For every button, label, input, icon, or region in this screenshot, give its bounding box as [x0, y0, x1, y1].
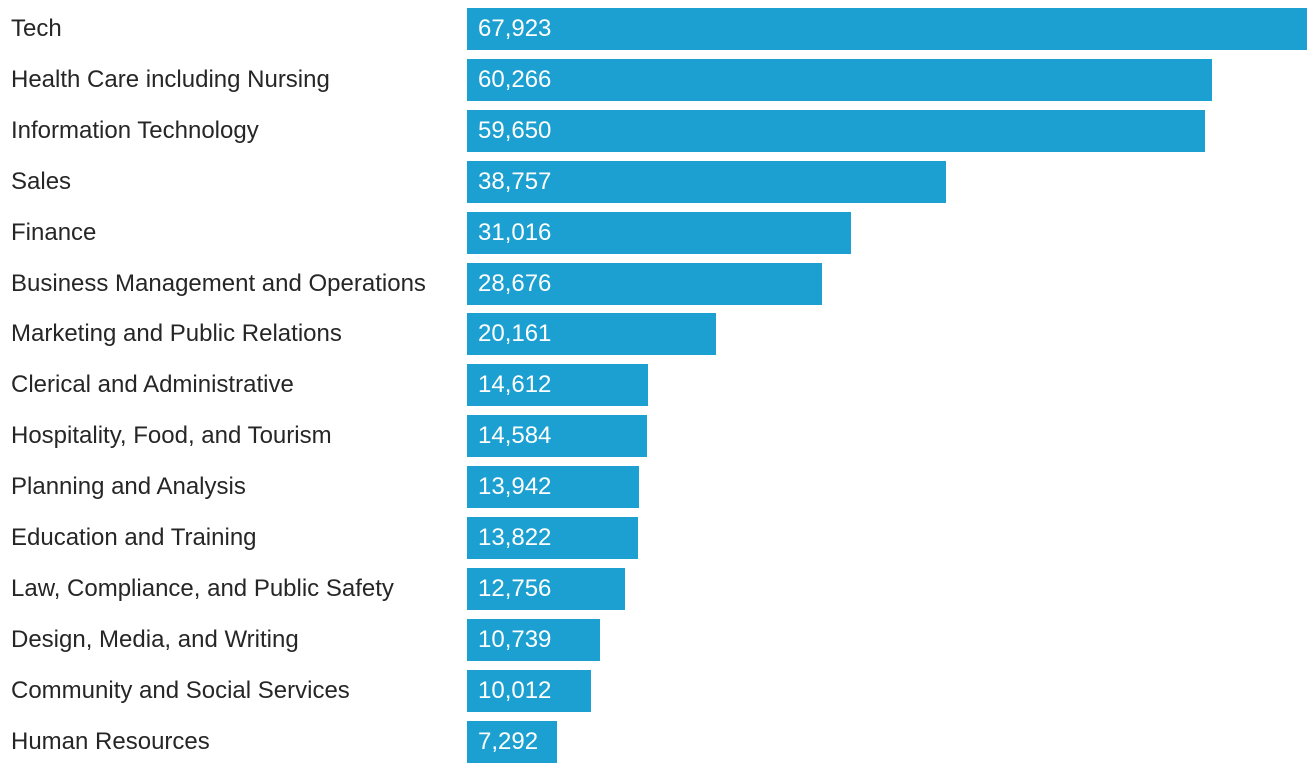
bar-row: Sales 38,757 — [0, 160, 1307, 203]
bar — [467, 618, 600, 661]
bar-value-label: 67,923 — [478, 15, 552, 42]
bar — [467, 567, 625, 610]
bar-value-label: 13,822 — [478, 524, 552, 551]
bar-value-label: 14,612 — [478, 371, 552, 399]
category-label: Business Management and Operations — [11, 269, 426, 297]
bar-row: Law, Compliance, and Public Safety 12,756 — [0, 567, 1307, 610]
bar — [467, 364, 648, 407]
bar-row: Marketing and Public Relations 20,161 — [0, 313, 1307, 356]
bar-value-label: 10,739 — [478, 625, 552, 653]
bar — [467, 160, 947, 203]
bar-row: Design, Media, and Writing 10,739 — [0, 618, 1307, 661]
bar-row: Health Care including Nursing 60,266 — [0, 58, 1307, 101]
bar-value-label: 14,584 — [478, 422, 552, 450]
bar — [467, 669, 591, 712]
category-label: Finance — [11, 218, 97, 246]
category-label: Information Technology — [11, 116, 259, 144]
bar-value-label: 60,266 — [478, 65, 552, 93]
category-label: Community and Social Services — [11, 676, 350, 704]
bar-value-label: 13,942 — [478, 473, 552, 501]
bar — [467, 720, 558, 763]
bar-row: Education and Training 13,822 — [0, 517, 1307, 559]
bar-row: Business Management and Operations 28,676 — [0, 262, 1307, 305]
bar-value-label: 28,676 — [478, 269, 552, 297]
category-label: Clerical and Administrative — [11, 371, 294, 399]
bar — [467, 262, 822, 305]
bar — [467, 313, 717, 356]
bar-row: Community and Social Services 10,012 — [0, 669, 1307, 712]
category-label: Hospitality, Food, and Tourism — [11, 422, 332, 450]
bar-row: Finance 31,016 — [0, 211, 1307, 254]
bar-value-label: 31,016 — [478, 218, 552, 246]
bar-row: Planning and Analysis 13,942 — [0, 466, 1307, 509]
bar-row: Human Resources 7,292 — [0, 720, 1307, 763]
bar-value-label: 7,292 — [478, 727, 539, 755]
category-label: Planning and Analysis — [11, 473, 246, 501]
category-label: Tech — [11, 15, 62, 42]
bar-row: Information Technology 59,650 — [0, 109, 1307, 152]
bar — [467, 466, 640, 509]
category-label: Education and Training — [11, 524, 257, 551]
bar-row: Tech 67,923 — [0, 8, 1307, 50]
bar — [467, 415, 648, 458]
bar-row: Clerical and Administrative 14,612 — [0, 364, 1307, 407]
category-label: Law, Compliance, and Public Safety — [11, 574, 394, 602]
category-label: Health Care including Nursing — [11, 65, 330, 93]
bar — [467, 109, 1205, 152]
bar — [467, 211, 851, 254]
category-label: Marketing and Public Relations — [11, 320, 342, 348]
bar-value-label: 20,161 — [478, 320, 552, 348]
bar-value-label: 10,012 — [478, 676, 552, 704]
bar-value-label: 12,756 — [478, 574, 552, 602]
bar — [467, 58, 1213, 101]
bar-row: Hospitality, Food, and Tourism 14,584 — [0, 415, 1307, 458]
bar-value-label: 38,757 — [478, 167, 552, 195]
bar — [467, 8, 1307, 50]
category-label: Design, Media, and Writing — [11, 625, 299, 653]
category-label: Human Resources — [11, 727, 210, 755]
bar — [467, 517, 638, 559]
bar-value-label: 59,650 — [478, 116, 552, 144]
category-label: Sales — [11, 167, 72, 195]
